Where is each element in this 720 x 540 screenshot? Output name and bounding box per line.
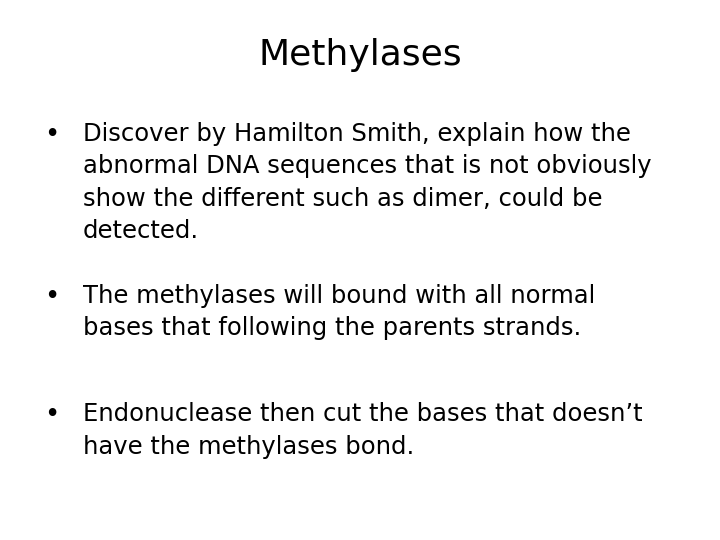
- Text: •: •: [44, 402, 60, 428]
- Text: Methylases: Methylases: [258, 38, 462, 72]
- Text: •: •: [44, 284, 60, 309]
- Text: Discover by Hamilton Smith, explain how the
abnormal DNA sequences that is not o: Discover by Hamilton Smith, explain how …: [83, 122, 652, 243]
- Text: Endonuclease then cut the bases that doesn’t
have the methylases bond.: Endonuclease then cut the bases that doe…: [83, 402, 642, 459]
- Text: •: •: [44, 122, 60, 147]
- Text: The methylases will bound with all normal
bases that following the parents stran: The methylases will bound with all norma…: [83, 284, 595, 340]
